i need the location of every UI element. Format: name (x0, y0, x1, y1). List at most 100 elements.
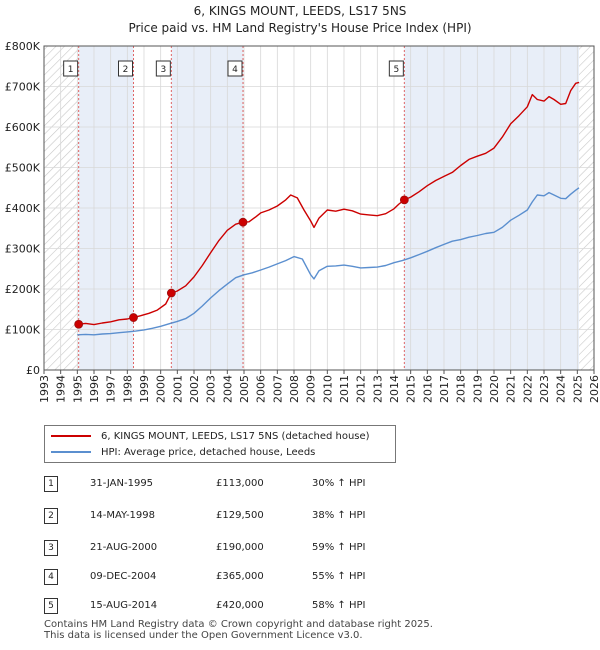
purchase-badge: 5 (388, 60, 404, 77)
footer-line-2: This data is licensed under the Open Gov… (44, 630, 363, 641)
legend-item-hpi: HPI: Average price, detached house, Leed… (51, 445, 315, 459)
chart-legend: 6, KINGS MOUNT, LEEDS, LS17 5NS (detache… (44, 425, 396, 463)
chart-subtitle: Price paid vs. HM Land Registry's House … (128, 21, 472, 35)
x-tick-label: 1993 (38, 375, 51, 403)
x-tick-label: 1999 (138, 375, 151, 403)
purchase-badge: 2 (118, 60, 133, 77)
table-row: 1 31-JAN-1995 £113,000 30% ↑ HPI (44, 474, 544, 494)
transaction-hpi: 58% ↑ HPI (312, 600, 366, 611)
legend-label-hpi: HPI: Average price, detached house, Leed… (101, 446, 316, 458)
x-tick-label: 1996 (88, 375, 101, 403)
y-tick-label: £100K (5, 324, 41, 337)
x-tick-label: 2002 (188, 375, 201, 403)
legend-swatch-property (51, 435, 91, 437)
y-tick-label: £600K (5, 121, 41, 134)
x-tick-label: 2013 (371, 375, 384, 403)
x-tick-label: 2005 (238, 375, 251, 403)
purchase-badge-box (118, 60, 133, 77)
legend-label-property: 6, KINGS MOUNT, LEEDS, LS17 5NS (detache… (101, 430, 370, 442)
x-tick-label: 2019 (471, 375, 484, 403)
table-row: 3 21-AUG-2000 £190,000 59% ↑ HPI (44, 538, 544, 558)
x-tick-label: 2024 (555, 375, 568, 403)
transaction-hpi: 30% ↑ HPI (312, 478, 366, 489)
transaction-price: £420,000 (216, 600, 264, 611)
y-tick-label: £300K (5, 243, 41, 256)
purchase-point (166, 288, 176, 298)
transaction-price: £129,500 (216, 510, 264, 521)
x-tick-label: 2023 (538, 375, 551, 403)
footer-line-1: Contains HM Land Registry data © Crown c… (44, 619, 433, 630)
plot-frame (43, 45, 595, 371)
x-tick-label: 2017 (438, 375, 451, 403)
table-row: 5 15-AUG-2014 £420,000 58% ↑ HPI (44, 596, 544, 616)
purchase-badge-label: 4 (232, 65, 238, 75)
transaction-price: £190,000 (216, 542, 264, 553)
x-tick-label: 2000 (155, 375, 168, 403)
purchase-badge-box (227, 60, 243, 77)
transaction-number-badge: 1 (44, 476, 58, 492)
x-tick-label: 1995 (71, 375, 84, 403)
y-tick-label: £700K (5, 81, 41, 94)
x-tick-label: 2004 (221, 375, 234, 403)
purchase-badge-label: 2 (123, 65, 129, 75)
purchase-badge-label: 1 (68, 65, 74, 75)
x-tick-label: 2009 (305, 375, 318, 403)
x-tick-label: 2016 (421, 375, 434, 403)
x-tick-label: 2014 (388, 375, 401, 403)
footer-attribution: Contains HM Land Registry data © Crown c… (44, 619, 433, 641)
x-tick-label: 2011 (338, 375, 351, 403)
x-tick-label: 2018 (455, 375, 468, 403)
transaction-date: 14-MAY-1998 (90, 510, 156, 521)
purchase-point (238, 217, 248, 227)
legend-item-property: 6, KINGS MOUNT, LEEDS, LS17 5NS (detache… (51, 429, 370, 443)
purchase-badge-box (63, 60, 79, 77)
purchase-badge-label: 3 (160, 65, 166, 75)
y-tick-label: £500K (5, 162, 41, 175)
y-tick-label: £200K (5, 283, 41, 296)
chart-area: £0 £100K £200K £300K £400K £500K £600K £700K £80… (5, 40, 600, 403)
table-row: 2 14-MAY-1998 £129,500 38% ↑ HPI (44, 506, 544, 526)
purchase-badge: 3 (155, 60, 171, 77)
x-tick-label: 2021 (505, 375, 518, 403)
transaction-price: £365,000 (216, 571, 264, 582)
x-tick-label: 1998 (121, 375, 134, 403)
transaction-number-badge: 2 (44, 508, 58, 524)
x-tick-label: 2022 (521, 375, 534, 403)
x-tick-label: 2006 (255, 375, 268, 403)
transaction-hpi: 38% ↑ HPI (312, 510, 366, 521)
purchase-badge: 1 (63, 60, 79, 77)
x-tick-label: 1994 (55, 375, 68, 403)
x-tick-label: 1997 (105, 375, 118, 403)
transaction-date: 21-AUG-2000 (90, 542, 158, 553)
x-tick-label: 2010 (321, 375, 334, 403)
x-tick-label: 2012 (355, 375, 368, 403)
transaction-number-badge: 5 (44, 598, 58, 614)
purchase-badge: 4 (227, 60, 243, 77)
purchase-badge-label: 5 (393, 65, 399, 75)
transaction-hpi: 55% ↑ HPI (312, 571, 366, 582)
x-tick-label: 2001 (171, 375, 184, 403)
purchase-badge-box (155, 60, 171, 77)
x-tick-label: 2003 (205, 375, 218, 403)
x-tick-label: 2015 (405, 375, 418, 403)
table-row: 4 09-DEC-2004 £365,000 55% ↑ HPI (44, 567, 544, 587)
purchase-point (399, 195, 409, 205)
transaction-date: 09-DEC-2004 (90, 571, 157, 582)
transaction-date: 31-JAN-1995 (90, 478, 154, 489)
transaction-hpi: 59% ↑ HPI (312, 542, 366, 553)
x-tick-label: 2025 (571, 375, 584, 403)
x-tick-label: 2007 (271, 375, 284, 403)
hpi-series-line (77, 187, 580, 336)
legend-swatch-hpi (51, 451, 91, 453)
transaction-number-badge: 3 (44, 540, 58, 556)
y-tick-label: £800K (5, 40, 41, 53)
purchase-badge-box (388, 60, 404, 77)
transaction-number-badge: 4 (44, 569, 58, 585)
transaction-price: £113,000 (216, 478, 264, 489)
x-tick-label: 2026 (588, 375, 600, 403)
y-tick-label: £400K (5, 202, 41, 215)
property-series-line (78, 81, 580, 326)
transaction-date: 15-AUG-2014 (90, 600, 158, 611)
y-tick-label: £0 (26, 364, 40, 377)
x-tick-label: 2020 (488, 375, 501, 403)
